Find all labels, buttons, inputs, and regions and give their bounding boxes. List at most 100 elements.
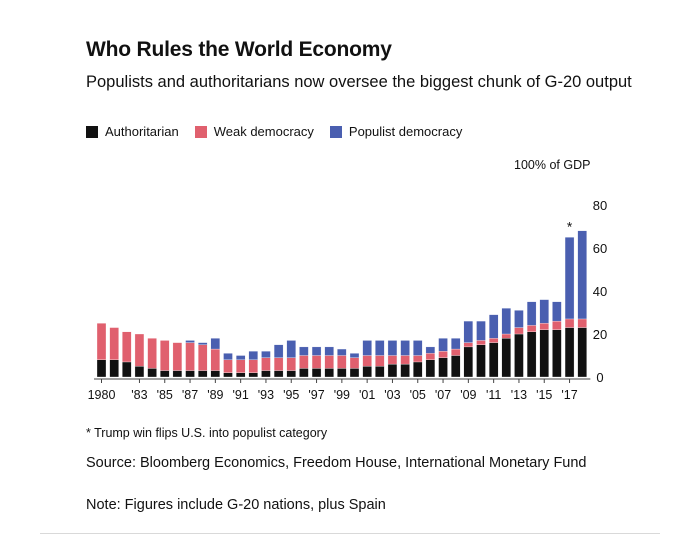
bar-authoritarian-2003 xyxy=(387,363,398,378)
bar-weak-democracy-2014 xyxy=(526,325,537,332)
x-tick-label-1987: '87 xyxy=(182,388,198,402)
bar-authoritarian-2015 xyxy=(539,329,549,378)
bar-weak-democracy-1984 xyxy=(147,338,157,369)
bar-weak-democracy-2016 xyxy=(552,320,562,330)
bar-weak-democracy-1986 xyxy=(172,342,183,371)
bar-authoritarian-1982 xyxy=(122,361,132,378)
bar-weak-democracy-1997 xyxy=(311,355,322,369)
bar-weak-democracy-2002 xyxy=(375,355,385,367)
bar-weak-democracy-1981 xyxy=(109,327,119,360)
legend-item-weak-democracy: Weak democracy xyxy=(194,124,314,139)
bar-weak-democracy-2006 xyxy=(425,353,436,360)
stacked-bar-chart: 1980 '83 '85 '87 '89 '91 '93 '95 '97 '99 '01 '03 '05… xyxy=(88,198,608,402)
bar-authoritarian-1987 xyxy=(185,370,195,378)
bar-authoritarian-2007 xyxy=(438,357,448,378)
legend: Authoritarian Weak democracy Populist de… xyxy=(86,124,478,139)
legend-label-authoritarian: Authoritarian xyxy=(105,124,179,139)
bar-populist-democracy-2012 xyxy=(501,308,511,335)
bar-authoritarian-1994 xyxy=(273,370,284,378)
legend-swatch-authoritarian xyxy=(86,125,98,138)
chart-subtitle: Populists and authoritarians now oversee… xyxy=(86,73,632,91)
bar-populist-democracy-2000 xyxy=(349,353,360,358)
bar-weak-democracy-2011 xyxy=(488,338,499,343)
x-tick-label-1980: 1980 xyxy=(88,388,116,402)
bar-populist-democracy-2011 xyxy=(488,314,499,339)
y-tick-label-40: 40 xyxy=(593,284,607,299)
y-tick-label-80: 80 xyxy=(593,198,607,213)
x-tick-label-1999: '99 xyxy=(334,388,350,402)
bar-authoritarian-1981 xyxy=(109,359,119,378)
y-tick-label-0: 0 xyxy=(596,370,603,385)
bar-populist-democracy-1997 xyxy=(311,346,322,356)
bar-authoritarian-1996 xyxy=(299,368,309,378)
x-tick-label-2015: '15 xyxy=(536,388,552,402)
annotation-asterisk-2017: * xyxy=(567,218,573,234)
bar-weak-democracy-2012 xyxy=(501,333,511,339)
legend-swatch-populist-democracy xyxy=(329,125,342,138)
bar-weak-democracy-2018 xyxy=(577,318,587,328)
data-note: Note: Figures include G-20 nations, plus… xyxy=(86,497,386,513)
bar-weak-democracy-1998 xyxy=(324,355,334,369)
x-tick-label-2001: '01 xyxy=(359,388,375,402)
bar-authoritarian-2017 xyxy=(564,327,575,378)
bar-populist-democracy-2008 xyxy=(451,338,461,350)
x-tick-label-2009: '09 xyxy=(460,388,476,402)
bar-authoritarian-2016 xyxy=(552,329,562,378)
bar-weak-democracy-2015 xyxy=(539,323,549,330)
bar-weak-democracy-2005 xyxy=(413,355,423,363)
bar-weak-democracy-1987 xyxy=(185,342,195,371)
bar-authoritarian-1995 xyxy=(286,370,296,378)
bar-authoritarian-2001 xyxy=(362,366,372,378)
bar-authoritarian-1993 xyxy=(261,370,271,378)
bar-populist-democracy-2007 xyxy=(438,338,448,352)
bar-authoritarian-1980 xyxy=(96,359,107,378)
bar-authoritarian-1985 xyxy=(160,370,170,378)
bar-populist-democracy-2006 xyxy=(425,346,436,354)
bar-weak-democracy-1993 xyxy=(261,357,271,371)
chart-title: Who Rules the World Economy xyxy=(86,38,392,61)
bar-populist-democracy-1989 xyxy=(210,338,221,350)
bar-authoritarian-2011 xyxy=(488,342,499,378)
bar-weak-democracy-1999 xyxy=(337,355,347,369)
bar-authoritarian-1989 xyxy=(210,370,221,378)
bar-weak-democracy-1990 xyxy=(223,359,233,373)
bar-populist-democracy-2001 xyxy=(362,340,372,356)
bar-authoritarian-2004 xyxy=(400,363,410,378)
y-tick-label-60: 60 xyxy=(593,241,607,256)
x-tick-label-1989: '89 xyxy=(207,388,223,402)
bar-authoritarian-1984 xyxy=(147,368,157,378)
bar-authoritarian-2014 xyxy=(526,331,537,378)
bar-populist-democracy-1987 xyxy=(185,340,195,343)
bar-populist-democracy-1991 xyxy=(235,355,246,360)
bar-authoritarian-2013 xyxy=(514,333,524,378)
legend-label-weak-democracy: Weak democracy xyxy=(213,124,314,139)
footnote: * Trump win flips U.S. into populist cat… xyxy=(86,426,328,440)
bar-weak-democracy-2003 xyxy=(387,355,398,365)
x-tick-label-2011: '11 xyxy=(486,388,501,402)
bar-populist-democracy-1992 xyxy=(248,351,258,360)
bar-weak-democracy-1991 xyxy=(235,359,246,373)
bar-weak-democracy-1980 xyxy=(96,323,107,360)
bar-populist-democracy-2009 xyxy=(463,320,474,343)
bar-weak-democracy-1983 xyxy=(134,333,145,367)
bar-weak-democracy-2001 xyxy=(362,355,372,367)
bar-authoritarian-1986 xyxy=(172,370,183,378)
bar-authoritarian-2005 xyxy=(413,361,423,378)
bar-populist-democracy-1999 xyxy=(337,348,347,356)
source-note: Source: Bloomberg Economics, Freedom Hou… xyxy=(86,455,587,471)
bar-populist-democracy-2004 xyxy=(400,340,410,356)
x-tick-label-1991: '91 xyxy=(233,388,249,402)
bar-populist-democracy-1993 xyxy=(261,351,271,358)
x-tick-label-1997: '97 xyxy=(308,388,324,402)
bar-populist-democracy-2015 xyxy=(539,299,549,324)
bar-authoritarian-1992 xyxy=(248,372,258,378)
bar-populist-democracy-2013 xyxy=(514,310,524,328)
x-tick-label-1983: '83 xyxy=(131,388,147,402)
legend-label-populist-democracy: Populist democracy xyxy=(348,124,463,139)
bar-populist-democracy-1998 xyxy=(324,346,334,356)
bar-populist-democracy-2010 xyxy=(476,320,486,341)
x-tick-label-2017: '17 xyxy=(561,388,577,402)
bar-populist-democracy-2014 xyxy=(526,301,537,326)
legend-item-populist-democracy: Populist democracy xyxy=(329,124,463,139)
bar-weak-democracy-2008 xyxy=(451,348,461,356)
